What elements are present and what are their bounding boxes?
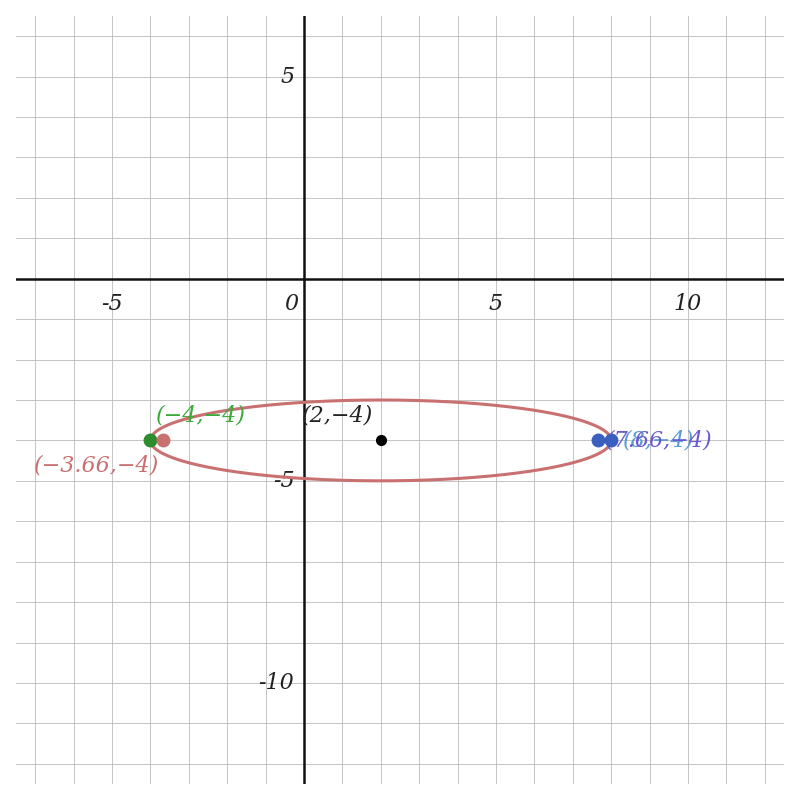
Text: -10: -10 bbox=[258, 672, 294, 694]
Text: (7.66,−4): (7.66,−4) bbox=[606, 430, 713, 451]
Text: -5: -5 bbox=[101, 293, 123, 315]
Text: 5: 5 bbox=[280, 66, 294, 88]
Text: 0: 0 bbox=[284, 293, 298, 315]
Text: (8,−4): (8,−4) bbox=[622, 430, 694, 451]
Text: (2,−4): (2,−4) bbox=[302, 404, 373, 426]
Text: (−3.66,−4): (−3.66,−4) bbox=[34, 454, 160, 477]
Text: (−4,−4): (−4,−4) bbox=[156, 404, 246, 426]
Text: -5: -5 bbox=[273, 470, 294, 492]
Text: 10: 10 bbox=[674, 293, 702, 315]
Text: 5: 5 bbox=[489, 293, 503, 315]
